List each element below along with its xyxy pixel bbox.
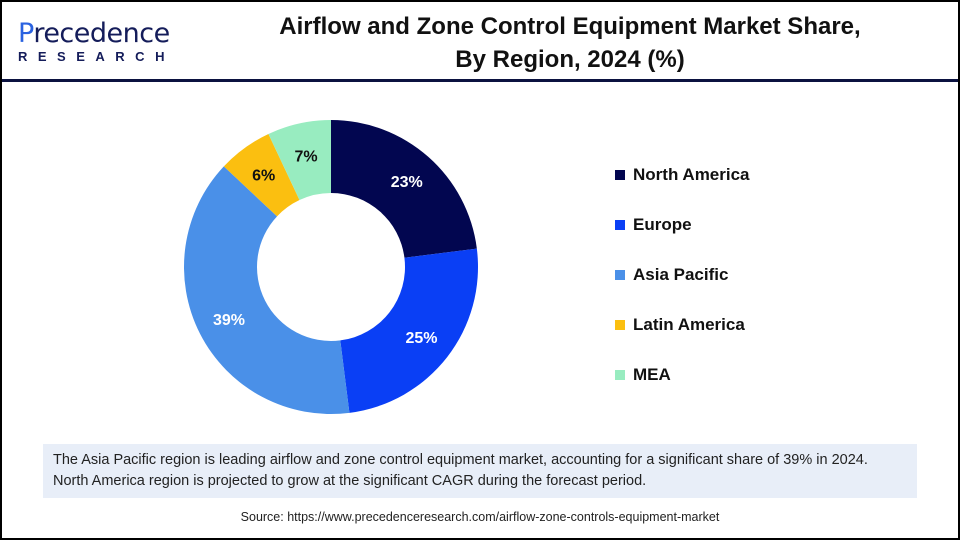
legend-label: North America [633, 165, 750, 184]
data-label: 25% [405, 330, 437, 347]
legend: North America Europe Asia Pacific Latin Ame… [615, 150, 750, 400]
legend-label: MEA [633, 365, 671, 384]
data-label: 23% [391, 174, 423, 191]
slice-europe [340, 248, 478, 413]
slice-north-america [331, 120, 477, 258]
legend-swatch [615, 270, 625, 280]
legend-label: Latin America [633, 315, 745, 334]
legend-label: Europe [633, 215, 692, 234]
legend-swatch [615, 170, 625, 180]
source-text: Source: https://www.precedenceresearch.c… [240, 510, 720, 524]
summary-note: The Asia Pacific region is leading airfl… [43, 444, 917, 498]
slice-asia-pacific [183, 166, 350, 414]
legend-label: Asia Pacific [633, 265, 729, 284]
legend-item: MEA [615, 350, 750, 400]
legend-item: North America [615, 150, 750, 200]
legend-swatch [615, 220, 625, 230]
data-label: 6% [252, 167, 275, 184]
legend-item: Latin America [615, 300, 750, 350]
slice-latin-america [223, 133, 300, 217]
slice-mea [268, 120, 331, 201]
legend-swatch [615, 320, 625, 330]
header-divider [2, 79, 958, 82]
logo: Precedence RESEARCH [18, 18, 175, 65]
data-label: 39% [213, 312, 245, 329]
page-title: Airflow and Zone Control Equipment Marke… [279, 13, 861, 73]
legend-swatch [615, 370, 625, 380]
data-label: 7% [294, 148, 317, 165]
legend-item: Europe [615, 200, 750, 250]
legend-item: Asia Pacific [615, 250, 750, 300]
